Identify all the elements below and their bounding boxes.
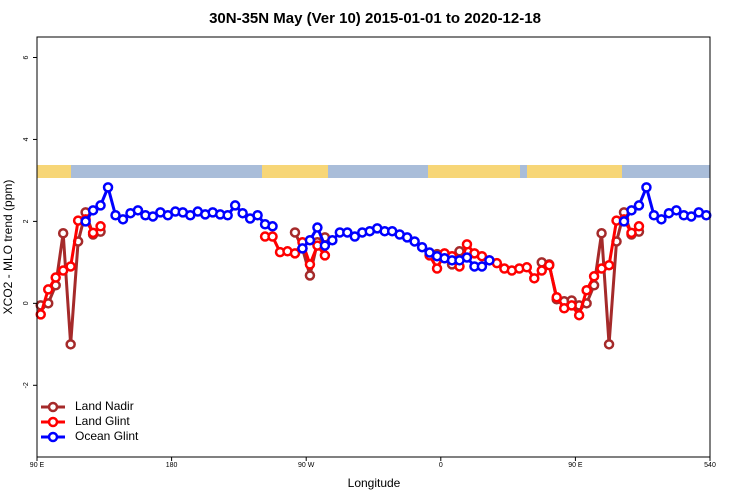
data-point [648,209,660,221]
data-point [95,200,106,211]
plot-area [35,182,712,350]
x-tick-label: 180 [166,462,178,469]
data-point [267,221,278,232]
data-point [349,231,361,242]
data-point [521,262,533,273]
data-point [633,221,645,232]
data-point [701,209,712,221]
data-point [102,182,114,193]
data-point [222,209,233,221]
data-point [289,227,301,238]
data-point [551,291,562,303]
land-ocean-strip [37,165,710,178]
x-tick-label: 90 E [30,462,45,469]
plot-frame [36,36,711,458]
legend-marker [47,431,59,443]
y-tick-label: 0 [23,301,30,305]
data-point [80,216,91,227]
data-point [87,205,99,216]
data-point [229,200,241,211]
data-point [95,221,106,232]
y-axis-label: XCO2 - MLO trend (ppm) [1,180,15,315]
data-point [50,272,61,283]
data-point [65,261,76,272]
data-point [671,205,682,216]
data-point [289,248,301,259]
y-tick-label: -2 [23,382,30,388]
data-point [87,227,99,239]
data-point [117,214,129,225]
data-point [401,232,413,243]
x-tick-label: 90 W [298,462,315,469]
data-point [304,270,316,281]
x-tick-label: 0 [439,462,443,469]
data-point [626,205,637,216]
data-point [656,214,667,225]
data-point [409,236,420,247]
data-point [147,211,159,222]
data-point [297,243,308,254]
legend-label: Land Nadir [75,399,134,413]
data-point [65,339,76,350]
data-point [626,227,637,239]
data-point [304,234,316,246]
data-point [603,339,615,350]
data-point [573,309,585,321]
data-point [57,265,69,276]
data-point [581,284,592,296]
data-point [252,209,263,221]
legend-marker [47,401,59,413]
data-point [416,241,428,253]
data-point [304,259,316,270]
legend-label: Ocean Glint [75,429,139,443]
data-point [476,250,488,262]
data-point [42,284,54,295]
y-tick-label: 6 [23,55,30,59]
data-point [431,263,443,274]
data-point [603,259,615,271]
legend-marker [47,416,59,428]
data-point [237,207,248,219]
data-point [461,252,473,263]
data-point [633,200,645,211]
data-point [641,182,652,193]
y-tick-label: 2 [23,219,30,223]
chart-title: 30N-35N May (Ver 10) 2015-01-01 to 2020-… [209,10,541,27]
data-point [566,300,577,311]
data-point [588,271,600,282]
data-point [536,265,547,276]
legend-label: Land Glint [75,414,130,428]
data-point [110,209,121,221]
data-point [484,255,495,266]
data-point [618,216,630,227]
data-point [476,261,488,272]
data-point [267,231,278,242]
data-point [543,259,555,271]
data-point [342,227,353,238]
series-line [84,182,273,228]
data-point [319,240,331,251]
data-point [312,222,323,233]
data-point [327,234,338,246]
data-point [319,250,331,261]
data-point [35,309,46,320]
data-point [57,228,69,239]
data-point [132,205,144,216]
data-point [529,273,540,284]
data-point [596,228,607,239]
data-point [686,211,697,222]
x-tick-label: 540 [704,462,716,469]
x-tick-label: 90 E [568,462,583,469]
y-tick-label: 4 [23,137,30,141]
x-axis-label: Longitude [348,476,401,490]
data-point [461,239,473,250]
